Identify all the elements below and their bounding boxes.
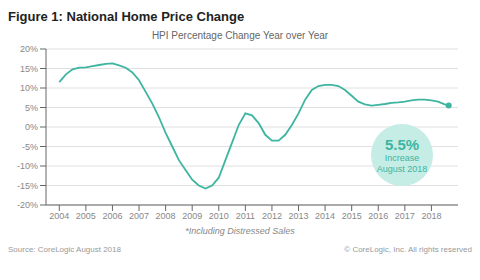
html-text:Source: CoreLogic August 2018: Source: CoreLogic August 2018 [8,245,121,254]
svg-text:2012: 2012 [262,211,282,221]
svg-text:0%: 0% [25,122,38,132]
svg-text:2004: 2004 [49,211,69,221]
svg-text:5%: 5% [25,103,38,113]
svg-text:2007: 2007 [129,211,149,221]
svg-text:2010: 2010 [209,211,229,221]
svg-text:2014: 2014 [315,211,335,221]
svg-text:-5%: -5% [22,142,38,152]
svg-text:2006: 2006 [102,211,122,221]
svg-text:2005: 2005 [76,211,96,221]
svg-text:-10%: -10% [17,161,38,171]
svg-text:2017: 2017 [395,211,415,221]
svg-text:20%: 20% [20,44,38,54]
html-text:*Including Distressed Sales: *Including Distressed Sales [185,226,295,236]
html-text:5.5%: 5.5% [384,135,420,153]
html-text:HPI Percentage Change Year ove: HPI Percentage Change Year over Year [151,30,329,41]
svg-text:-15%: -15% [17,181,38,191]
svg-text:2013: 2013 [289,211,309,221]
svg-text:2015: 2015 [342,211,362,221]
html-text:August 2018: August 2018 [376,163,428,174]
svg-text:2009: 2009 [182,211,202,221]
svg-text:2008: 2008 [156,211,176,221]
svg-text:2018: 2018 [421,211,441,221]
svg-text:2016: 2016 [368,211,388,221]
html-text:© CoreLogic, Inc. All rights r: © CoreLogic, Inc. All rights reserved [344,245,472,254]
svg-text:10%: 10% [20,83,38,93]
svg-text:2011: 2011 [236,211,255,221]
svg-text:-20%: -20% [17,200,38,210]
html-text:Increase: Increase [384,152,420,163]
html-text:Figure 1: National Home Price: Figure 1: National Home Price Change [8,9,245,24]
svg-text:15%: 15% [20,64,38,74]
